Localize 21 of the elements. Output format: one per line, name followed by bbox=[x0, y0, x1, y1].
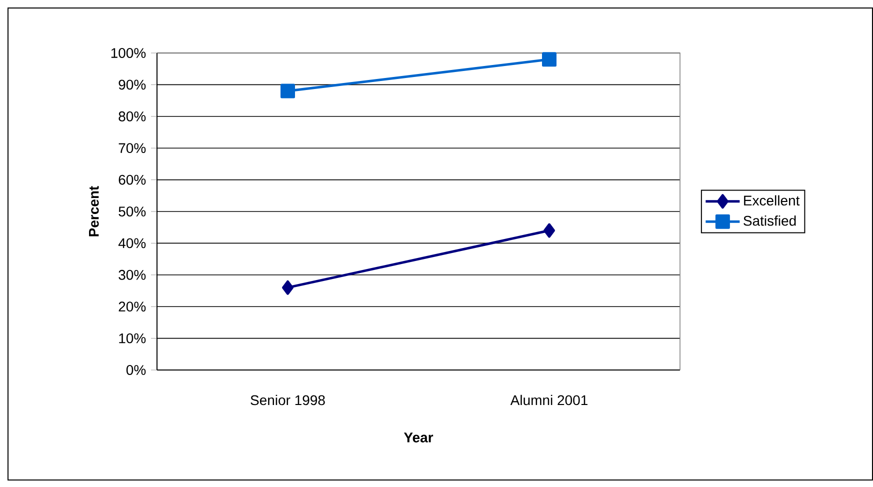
y-tick-label: 60% bbox=[118, 174, 146, 185]
point bbox=[544, 223, 556, 238]
y-tick-label: 70% bbox=[118, 143, 146, 154]
point bbox=[542, 52, 557, 67]
x-tick-label: Alumni 2001 bbox=[510, 394, 588, 406]
point bbox=[282, 280, 294, 295]
y-tick-label: 10% bbox=[119, 333, 146, 344]
x-tick-label: Senior 1998 bbox=[250, 394, 325, 406]
y-tick-label: 0% bbox=[126, 365, 146, 375]
legend-label: Satisfied bbox=[744, 215, 796, 226]
y-tick-label: 80% bbox=[118, 111, 146, 122]
y-tick-label: 30% bbox=[118, 270, 146, 280]
y-tick-label: 40% bbox=[118, 238, 146, 248]
x-axis-title: Year bbox=[404, 432, 434, 442]
y-tick-label: 50% bbox=[118, 206, 146, 216]
legend-label: Excellent bbox=[744, 195, 800, 206]
y-tick-label: 100% bbox=[111, 48, 146, 58]
y-axis-title: Percent bbox=[89, 186, 99, 236]
point bbox=[280, 84, 296, 98]
y-tick-label: 90% bbox=[118, 80, 146, 90]
y-tick-label: 20% bbox=[118, 302, 146, 312]
